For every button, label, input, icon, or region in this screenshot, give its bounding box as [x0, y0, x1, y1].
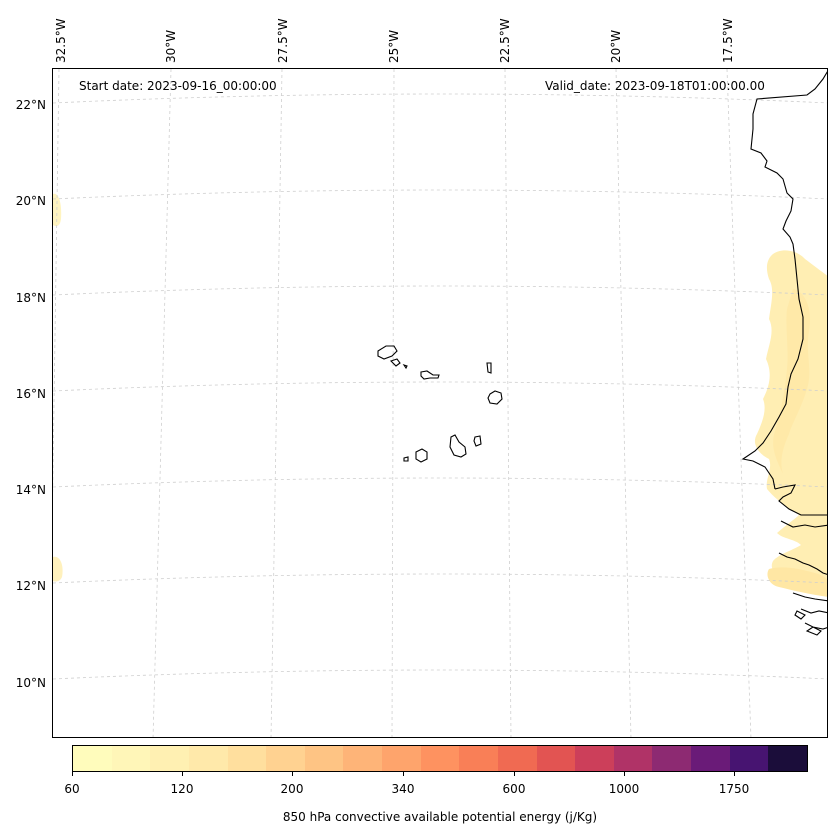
colorbar-swatch	[188, 746, 228, 771]
island-santiago	[449, 434, 467, 458]
lon-label-20w: 20°W	[609, 29, 623, 63]
colorbar-tick-label: 200	[280, 782, 304, 796]
colorbar-tick-mark	[624, 772, 625, 776]
map-canvas	[53, 69, 827, 737]
cape-area-west-south	[53, 556, 63, 582]
lon-label-30w: 30°W	[164, 29, 178, 63]
parallel-22n	[53, 93, 827, 104]
meridian-27-5w	[270, 69, 283, 737]
lat-label-10n: 10°N	[15, 676, 46, 690]
cape-area-guinea	[767, 567, 827, 597]
meridian-25w	[391, 69, 395, 737]
cape-area-africa-core	[773, 289, 811, 474]
island-brava	[403, 456, 409, 462]
colorbar-tick-label: 340	[391, 782, 415, 796]
colorbar-swatch	[266, 746, 305, 771]
lon-label-32-5w: 32.5°W	[54, 18, 68, 63]
colorbar-tick-label: 120	[170, 782, 194, 796]
lon-label-27-5w: 27.5°W	[276, 18, 290, 63]
colorbar-tick-label: 1750	[718, 782, 750, 796]
colorbar-swatch	[227, 746, 267, 771]
meridian-17-5w	[726, 69, 752, 737]
lon-label-22-5w: 22.5°W	[498, 18, 512, 63]
lat-label-20n: 20°N	[15, 194, 46, 208]
colorbar-tick-label: 1000	[608, 782, 640, 796]
cape-shading	[53, 193, 827, 597]
lat-label-14n: 14°N	[15, 483, 46, 497]
africa-coastline	[741, 71, 827, 636]
colorbar-swatch	[304, 746, 344, 771]
island-sao-nicolau	[420, 370, 440, 380]
colorbar-tick-mark	[182, 772, 183, 776]
colorbar-swatch	[111, 746, 151, 771]
parallel-12n	[53, 573, 827, 584]
colorbar-tick-label: 600	[502, 782, 526, 796]
island-boa-vista	[487, 390, 503, 405]
coast-mauritania-senegal	[741, 71, 827, 490]
colorbar-tick-mark	[514, 772, 515, 776]
colorbar-swatch	[575, 746, 614, 771]
island-santa-luzia	[402, 363, 408, 370]
colorbar-swatch	[497, 746, 537, 771]
island-sao-vicente	[389, 358, 401, 367]
colorbar-tick-mark	[403, 772, 404, 776]
lon-label-17-5w: 17.5°W	[721, 18, 735, 63]
colorbar-swatch	[613, 746, 653, 771]
island-fogo	[415, 448, 428, 463]
colorbar-swatch	[382, 746, 421, 771]
valid-date-label: Valid_date: 2023-09-18T01:00:00.00	[545, 79, 765, 93]
meridian-32-5w	[53, 69, 60, 498]
colorbar-tick-mark	[292, 772, 293, 776]
map-panel[interactable]	[52, 68, 828, 738]
graticule	[53, 69, 827, 737]
lon-label-25w: 25°W	[387, 29, 401, 63]
island-maio	[473, 435, 482, 447]
parallel-10n	[53, 669, 827, 680]
parallel-16n	[53, 381, 827, 392]
meridian-22-5w	[504, 69, 512, 737]
lat-label-18n: 18°N	[15, 291, 46, 305]
colorbar-swatch	[729, 746, 769, 771]
start-date-label: Start date: 2023-09-16_00:00:00	[79, 79, 277, 93]
colorbar-label: 850 hPa convective available potential e…	[282, 810, 598, 824]
cape-verde-islands	[377, 345, 503, 463]
parallel-14n	[53, 477, 827, 488]
meridian-30w	[152, 69, 172, 737]
meridian-20w	[615, 69, 632, 737]
lat-label-22n: 22°N	[15, 98, 46, 112]
colorbar-tick-mark	[72, 772, 73, 776]
island-sal	[486, 362, 492, 374]
colorbar-tick-mark	[734, 772, 735, 776]
coast-gambia-guinea	[774, 484, 827, 636]
parallel-18n	[53, 285, 827, 296]
colorbar-swatch	[420, 746, 460, 771]
colorbar	[72, 745, 808, 772]
lat-label-12n: 12°N	[15, 579, 46, 593]
colorbar-swatch	[150, 746, 189, 771]
parallel-20n	[53, 189, 827, 200]
colorbar-tick-label: 60	[64, 782, 80, 796]
colorbar-swatch	[536, 746, 576, 771]
colorbar-swatch	[73, 746, 112, 771]
colorbar-swatch	[459, 746, 498, 771]
colorbar-swatch	[691, 746, 730, 771]
colorbar-swatch	[652, 746, 691, 771]
lat-label-16n: 16°N	[15, 387, 46, 401]
island-santo-antao	[377, 345, 398, 360]
colorbar-swatch	[343, 746, 382, 771]
colorbar-swatch	[768, 746, 807, 771]
